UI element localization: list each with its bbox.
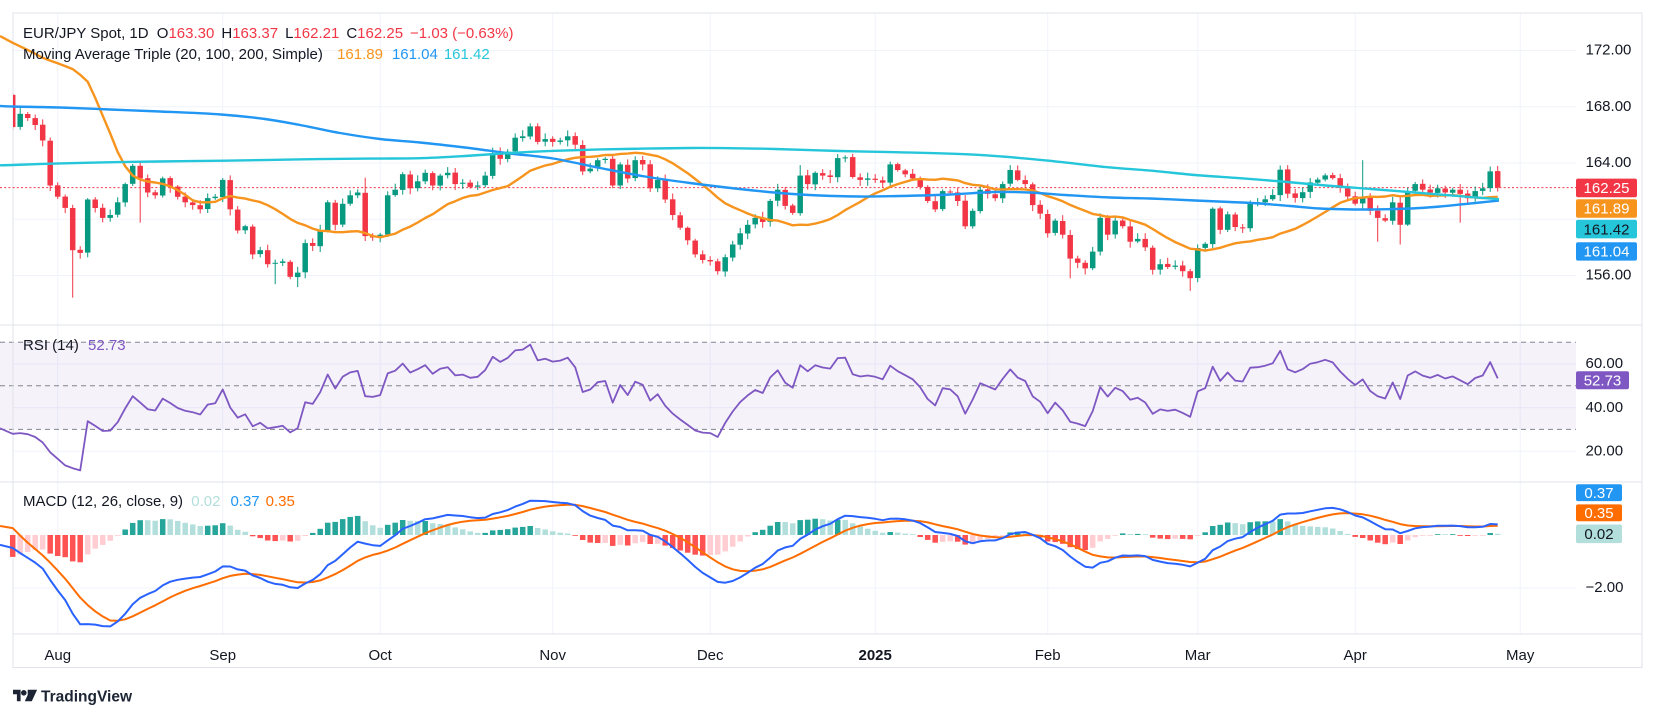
svg-text:Oct: Oct — [369, 647, 393, 664]
svg-text:2025: 2025 — [859, 647, 892, 664]
svg-text:Sep: Sep — [209, 647, 236, 664]
svg-text:Apr: Apr — [1344, 647, 1367, 664]
svg-text:0.35: 0.35 — [1584, 505, 1613, 522]
svg-text:20.00: 20.00 — [1586, 442, 1624, 459]
svg-text:164.00: 164.00 — [1586, 154, 1632, 171]
svg-text:Dec: Dec — [697, 647, 724, 664]
svg-text:Feb: Feb — [1035, 647, 1061, 664]
svg-text:0.02: 0.02 — [1584, 526, 1613, 543]
svg-text:161.89: 161.89 — [1584, 201, 1630, 218]
svg-text:RSI (14) 52.73: RSI (14) 52.73 — [23, 337, 126, 354]
svg-text:162.25: 162.25 — [1584, 180, 1630, 197]
svg-text:161.04: 161.04 — [1584, 244, 1630, 261]
svg-text:40.00: 40.00 — [1586, 399, 1624, 416]
svg-text:TradingView: TradingView — [41, 689, 133, 706]
svg-text:May: May — [1506, 647, 1535, 664]
svg-text:0.37: 0.37 — [1584, 485, 1613, 502]
svg-text:60.00: 60.00 — [1586, 355, 1624, 372]
svg-text:MACD (12, 26, close, 9) 0.020.: MACD (12, 26, close, 9) 0.02 0.37 0.35 — [23, 493, 295, 510]
svg-text:Moving Average Triple (20, 100: Moving Average Triple (20, 100, 200, Sim… — [23, 46, 490, 63]
svg-text:Aug: Aug — [44, 647, 71, 664]
svg-text:161.42: 161.42 — [1584, 221, 1630, 238]
svg-text:172.00: 172.00 — [1586, 42, 1632, 59]
svg-text:Mar: Mar — [1185, 647, 1211, 664]
svg-text:156.00: 156.00 — [1586, 267, 1632, 284]
svg-text:Nov: Nov — [539, 647, 566, 664]
svg-text:168.00: 168.00 — [1586, 98, 1632, 115]
svg-text:−2.00: −2.00 — [1586, 579, 1624, 596]
svg-text:52.73: 52.73 — [1584, 372, 1622, 389]
